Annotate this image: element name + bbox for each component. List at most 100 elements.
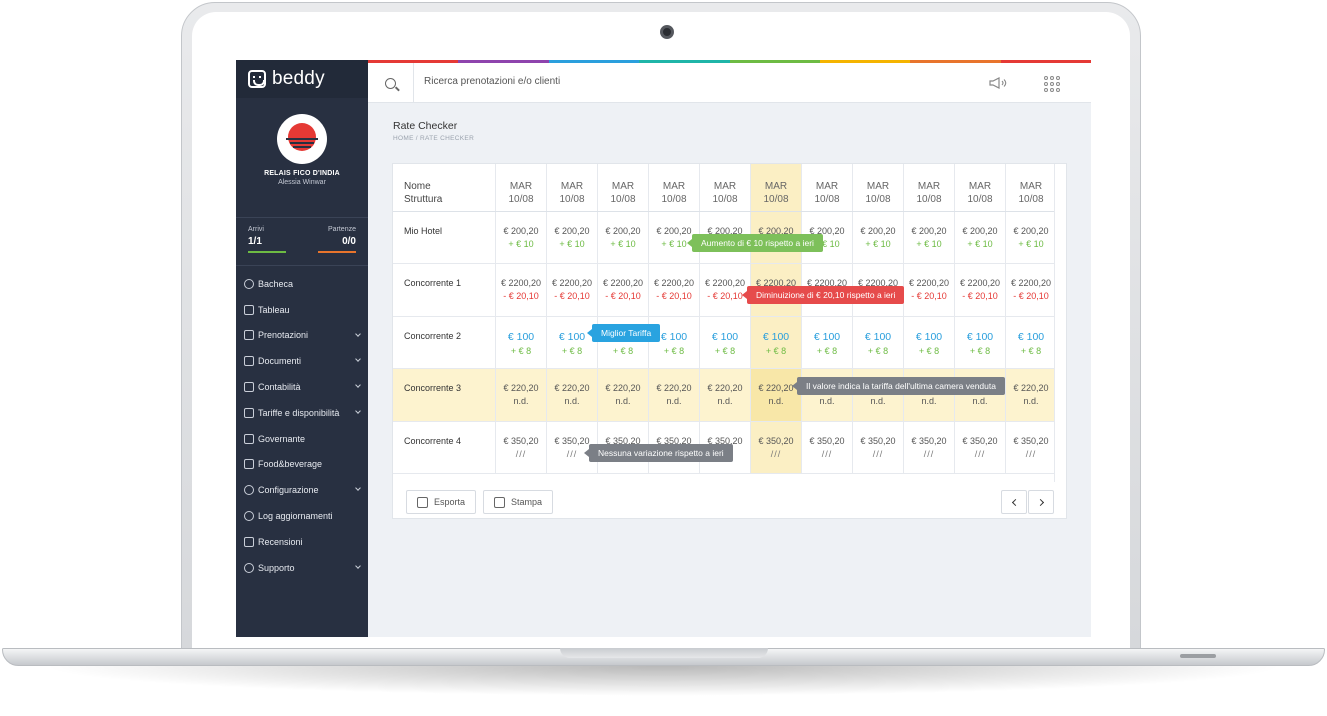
sidebar-item-documenti[interactable]: Documenti (236, 348, 368, 374)
rate-cell[interactable]: € 2200,20 - € 20,10 (903, 264, 954, 316)
sidebar-item-prenotazioni[interactable]: Prenotazioni (236, 323, 368, 349)
structure-name[interactable]: Concorrente 1 (404, 278, 462, 289)
rate-cell[interactable]: € 220,20 n.d. (750, 369, 801, 421)
rate-cell[interactable]: € 100 + € 8 (648, 316, 699, 369)
apps-grid-icon[interactable] (1044, 76, 1060, 92)
search-input[interactable] (424, 76, 824, 87)
sidebar-item-governante[interactable]: Governante (236, 426, 368, 452)
brand-name: beddy (272, 68, 325, 89)
sidebar-item-contabilit-[interactable]: Contabilità (236, 374, 368, 400)
rate-price: € 200,20 (1013, 226, 1049, 236)
sidebar-item-tableau[interactable]: Tableau (236, 297, 368, 323)
date-header[interactable]: MAR 10/08 (546, 164, 597, 211)
header-text: Nome (404, 181, 431, 192)
date-header[interactable]: MAR 10/08 (648, 164, 699, 211)
rate-cell[interactable]: € 100 + € 8 (495, 316, 546, 369)
header-name-struttura[interactable]: Nome Struttura (393, 164, 495, 211)
structure-name[interactable]: Concorrente 4 (404, 435, 462, 446)
rate-cell[interactable]: € 350,20 /// (495, 421, 546, 473)
date-label: 10/08 (610, 194, 636, 205)
rate-cell[interactable]: € 200,20 + € 10 (903, 212, 954, 264)
rate-price: € 100 (762, 330, 790, 343)
grid-icon (244, 304, 254, 315)
rate-cell[interactable]: € 200,20 + € 10 (954, 212, 1005, 264)
rate-cell[interactable]: € 350,20 /// (546, 421, 597, 473)
rate-price: € 100 (711, 330, 739, 343)
next-page-button[interactable] (1028, 490, 1054, 514)
date-header[interactable]: MAR 10/08 (699, 164, 750, 211)
rate-cell[interactable]: € 2200,20 - € 20,10 (546, 264, 597, 316)
rate-cell[interactable]: € 100 + € 8 (1005, 316, 1056, 369)
sidebar-item-log-aggiornamenti[interactable]: Log aggiornamenti (236, 503, 368, 529)
date-header[interactable]: MAR 10/08 (597, 164, 648, 211)
rate-cell[interactable]: € 100 + € 8 (546, 316, 597, 369)
breadcrumb[interactable]: HOME / RATE CHECKER (393, 135, 475, 142)
rate-cell[interactable]: € 350,20 /// (801, 421, 852, 473)
rate-cell[interactable]: € 200,20 + € 10 (648, 212, 699, 264)
rate-cell[interactable]: € 200,20 + € 10 (597, 212, 648, 264)
date-label: 10/08 (814, 194, 840, 205)
rate-cell[interactable]: € 220,20 n.d. (648, 369, 699, 421)
date-header[interactable]: MAR 10/08 (801, 164, 852, 211)
sidebar-item-bacheca[interactable]: Bacheca (236, 271, 368, 297)
rate-price: € 2200,20 (806, 278, 848, 289)
rate-cell[interactable]: € 220,20 n.d. (1005, 369, 1056, 421)
rate-cell[interactable]: € 200,20 + € 10 (546, 212, 597, 264)
rate-cell[interactable]: € 350,20 /// (1005, 421, 1056, 473)
chevron-left-icon (1011, 498, 1019, 506)
rate-cell[interactable]: € 2200,20 - € 20,10 (495, 264, 546, 316)
rate-cell[interactable]: € 100 + € 8 (954, 316, 1005, 369)
date-header[interactable]: MAR 10/08 (903, 164, 954, 211)
rate-cell[interactable]: € 2200,20 - € 20,10 (597, 264, 648, 316)
rate-cell[interactable]: € 2200,20 - € 20,10 (954, 264, 1005, 316)
rate-cell[interactable]: € 350,20 /// (903, 421, 954, 473)
date-header[interactable]: MAR 10/08 (750, 164, 801, 211)
gear-icon (244, 485, 254, 496)
megaphone-icon[interactable] (989, 77, 1009, 89)
sidebar-item-tariffe-e-disponibilit-[interactable]: Tariffe e disponibilità (236, 400, 368, 426)
hotel-avatar[interactable] (277, 114, 327, 164)
prev-page-button[interactable] (1001, 490, 1027, 514)
rate-price: € 350,20 (758, 435, 794, 446)
rate-cell[interactable]: € 220,20 n.d. (495, 369, 546, 421)
sidebar-item-supporto[interactable]: Supporto (236, 555, 368, 581)
rate-delta: - € 20,10 (503, 291, 539, 302)
rate-cell[interactable]: € 2200,20 - € 20,10 (699, 264, 750, 316)
print-button[interactable]: Stampa (483, 490, 554, 514)
rate-cell[interactable]: € 350,20 /// (954, 421, 1005, 473)
rate-cell[interactable]: € 350,20 /// (852, 421, 903, 473)
structure-name[interactable]: Concorrente 2 (404, 330, 462, 341)
brand-logo[interactable]: beddy (236, 60, 368, 98)
date-header[interactable]: MAR 10/08 (852, 164, 903, 211)
rate-cell[interactable]: € 350,20 /// (750, 421, 801, 473)
rate-cell[interactable]: € 2200,20 - € 20,10 (648, 264, 699, 316)
date-header[interactable]: MAR 10/08 (1005, 164, 1056, 211)
rate-cell[interactable]: € 100 + € 8 (801, 316, 852, 369)
rate-cell[interactable]: € 100 + € 8 (903, 316, 954, 369)
rate-cell[interactable]: € 220,20 n.d. (597, 369, 648, 421)
arrivals-counter[interactable]: Arrivi 1/1 (248, 226, 288, 265)
sidebar-item-food-beverage[interactable]: Food&beverage (236, 452, 368, 478)
departures-counter[interactable]: Partenze 0/0 (316, 226, 356, 265)
export-button[interactable]: Esporta (406, 490, 477, 514)
sidebar-item-recensioni[interactable]: Recensioni (236, 529, 368, 555)
rate-cell[interactable]: € 100 + € 8 (852, 316, 903, 369)
rate-price: € 100 (864, 330, 892, 343)
rate-cell[interactable]: € 220,20 n.d. (699, 369, 750, 421)
search-button[interactable] (368, 63, 414, 103)
rate-cell[interactable]: € 200,20 + € 10 (495, 212, 546, 264)
structure-name[interactable]: Concorrente 3 (404, 383, 462, 394)
rate-price: € 2200,20 (500, 278, 542, 289)
rate-cell[interactable]: € 100 + € 8 (699, 316, 750, 369)
structure-name[interactable]: Mio Hotel (404, 226, 443, 236)
date-header[interactable]: MAR 10/08 (954, 164, 1005, 211)
rate-cell[interactable]: € 220,20 n.d. (546, 369, 597, 421)
rate-cell[interactable]: € 100 + € 8 (750, 316, 801, 369)
rate-delta: /// (923, 448, 935, 459)
sidebar-item-configurazione[interactable]: Configurazione (236, 477, 368, 503)
rate-cell[interactable]: € 200,20 + € 10 (1005, 212, 1056, 264)
rate-cell[interactable]: € 200,20 + € 10 (852, 212, 903, 264)
rate-cell[interactable]: € 2200,20 - € 20,10 (1005, 264, 1056, 316)
rate-price: € 350,20 (962, 435, 998, 446)
date-header[interactable]: MAR 10/08 (495, 164, 546, 211)
